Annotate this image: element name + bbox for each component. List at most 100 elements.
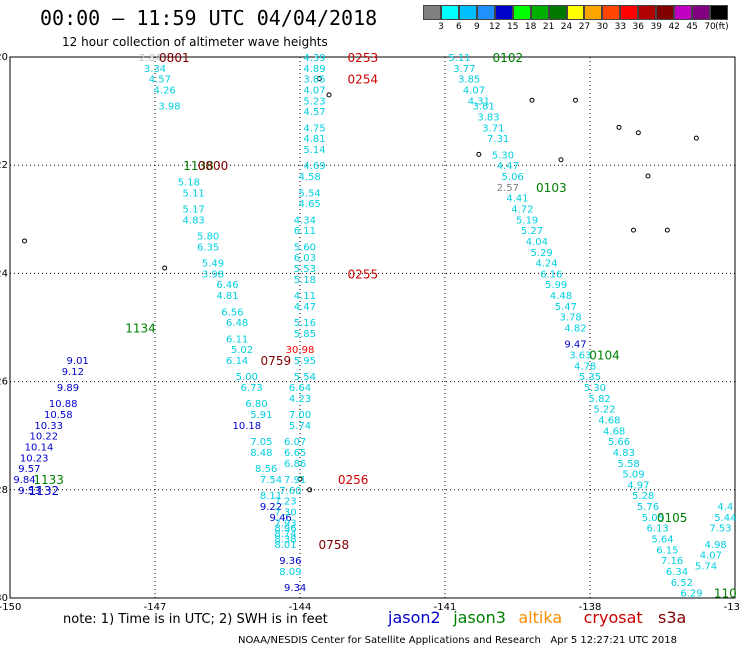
legend-swatch bbox=[458, 5, 477, 20]
swh-value-label: 6.56 bbox=[221, 307, 243, 318]
swh-value-label: 3.98 bbox=[202, 269, 224, 280]
pass-time-label: 0104 bbox=[589, 349, 620, 363]
swh-value-label: 9.34 bbox=[284, 583, 306, 594]
swh-value-label: 9.46 bbox=[270, 513, 292, 524]
island-outline bbox=[297, 476, 303, 482]
satellite-legend-s3a: s3a bbox=[658, 608, 687, 627]
swh-value-label: 5.09 bbox=[622, 470, 644, 481]
swh-value-label: 3.85 bbox=[458, 75, 480, 86]
swh-value-label: 4.68 bbox=[603, 426, 625, 437]
swh-value-label: 4.78 bbox=[574, 361, 596, 372]
island-outline bbox=[162, 265, 168, 271]
island-outline bbox=[635, 130, 641, 136]
swh-value-label: 3.98 bbox=[158, 102, 180, 113]
legend-swatch bbox=[512, 5, 531, 20]
legend-tick: 21 bbox=[542, 22, 555, 32]
swh-value-label: 4.07 bbox=[700, 551, 722, 562]
island-outline bbox=[616, 124, 622, 130]
swh-value-label: 4.81 bbox=[303, 134, 325, 145]
island-outline bbox=[573, 97, 578, 103]
pass-time-label: 0759 bbox=[261, 354, 292, 368]
legend-swatch bbox=[566, 5, 585, 20]
swh-value-label: 5.80 bbox=[197, 232, 219, 243]
swh-value-label: 3.85 bbox=[303, 75, 325, 86]
swh-value-label: 6.65 bbox=[284, 448, 306, 459]
swh-value-label: 9.01 bbox=[67, 356, 89, 367]
swh-value-label: 5.74 bbox=[289, 421, 311, 432]
pass-time-label: 0254 bbox=[348, 73, 379, 87]
swh-value-label: 6.46 bbox=[216, 280, 238, 291]
lat-tick-label: -24 bbox=[0, 268, 8, 279]
pass-time-label: 0801 bbox=[159, 51, 190, 65]
lat-tick-label: -26 bbox=[0, 377, 8, 388]
pass-time-label: 0255 bbox=[348, 267, 379, 281]
lon-tick-label: -138 bbox=[579, 602, 602, 613]
island-outline bbox=[22, 238, 27, 244]
swh-value-label: 4.65 bbox=[299, 199, 321, 210]
island-outline bbox=[664, 227, 670, 233]
swh-value-label: 6.14 bbox=[226, 356, 248, 367]
island-outline bbox=[476, 151, 482, 157]
swh-value-label: 3.77 bbox=[453, 64, 475, 75]
swh-value-label: 10.18 bbox=[233, 421, 262, 432]
swh-value-label: 9.84 bbox=[13, 475, 35, 486]
swh-value-label: 5.30 bbox=[584, 383, 606, 394]
lon-tick-label: -135 bbox=[724, 602, 740, 613]
legend-tick: 36 bbox=[632, 22, 645, 32]
swh-value-label: 5.18 bbox=[178, 177, 200, 188]
legend-tick: 15 bbox=[506, 22, 519, 32]
island-outline bbox=[326, 92, 332, 98]
swh-value-label: 3.83 bbox=[477, 113, 499, 124]
swh-value-label: 6.52 bbox=[671, 578, 693, 589]
island-outline bbox=[316, 76, 322, 82]
island-outline bbox=[693, 135, 699, 141]
swh-value-label: 5.76 bbox=[637, 502, 659, 513]
pass-time-label: 0102 bbox=[493, 51, 524, 65]
note-text: note: 1) Time is in UTC; 2) SWH is in fe… bbox=[63, 612, 328, 627]
pass-time-label: 1134 bbox=[125, 322, 156, 336]
swh-value-label: 6.34 bbox=[666, 567, 688, 578]
swh-value-label: 7.16 bbox=[661, 556, 683, 567]
swh-value-label: 6.29 bbox=[680, 589, 702, 600]
swh-value-label: 4.41 bbox=[506, 194, 528, 205]
lon-tick-label: -141 bbox=[434, 602, 457, 613]
legend-swatch bbox=[638, 5, 657, 20]
swh-value-label: 5.16 bbox=[294, 318, 316, 329]
swh-value-label: 4.83 bbox=[613, 448, 635, 459]
swh-value-label: 4.34 bbox=[294, 215, 316, 226]
swh-value-label: 6.13 bbox=[647, 524, 669, 535]
swh-value-label: 4.68 bbox=[598, 415, 620, 426]
swh-value-label: 5.14 bbox=[303, 145, 325, 156]
legend-swatch bbox=[548, 5, 567, 20]
swh-value-label: 5.18 bbox=[294, 275, 316, 286]
swh-value-label: 4.69 bbox=[303, 161, 325, 172]
swh-value-label: 6.73 bbox=[241, 383, 263, 394]
swh-value-label: 5.74 bbox=[695, 562, 717, 573]
swh-value-label: 4.83 bbox=[183, 215, 205, 226]
swh-value-label: 7.05 bbox=[250, 437, 272, 448]
swh-value-label: 9.89 bbox=[57, 383, 79, 394]
swh-value-label: 30.98 bbox=[286, 345, 315, 356]
swh-value-label: 6.48 bbox=[226, 318, 248, 329]
swh-value-label: 5.11 bbox=[183, 188, 205, 199]
swh-value-label: 4.11 bbox=[294, 291, 316, 302]
swh-value-label: 5.64 bbox=[651, 534, 673, 545]
swh-value-label: 4.48 bbox=[550, 291, 572, 302]
swh-value-label: 5.95 bbox=[294, 356, 316, 367]
swh-value-label: 4.57 bbox=[149, 75, 171, 86]
swh-value-label: 10.14 bbox=[25, 443, 54, 454]
pass-time-label: 0105 bbox=[657, 511, 688, 525]
swh-value-label: 4.39 bbox=[303, 53, 325, 64]
pass-time-label: 0103 bbox=[536, 181, 567, 195]
swh-value-label: 9.57 bbox=[18, 464, 40, 475]
swh-value-label: 6.07 bbox=[284, 437, 306, 448]
swh-value-label: 9.47 bbox=[564, 340, 586, 351]
swh-value-label: 7.54 bbox=[260, 475, 282, 486]
legend-swatches bbox=[423, 5, 728, 20]
swh-value-label: 4.58 bbox=[299, 172, 321, 183]
lat-tick-label: -28 bbox=[0, 485, 8, 496]
swh-value-label: 6.16 bbox=[540, 269, 562, 280]
swh-value-label: 5.60 bbox=[294, 242, 316, 253]
legend-tick: 70 bbox=[704, 22, 716, 32]
